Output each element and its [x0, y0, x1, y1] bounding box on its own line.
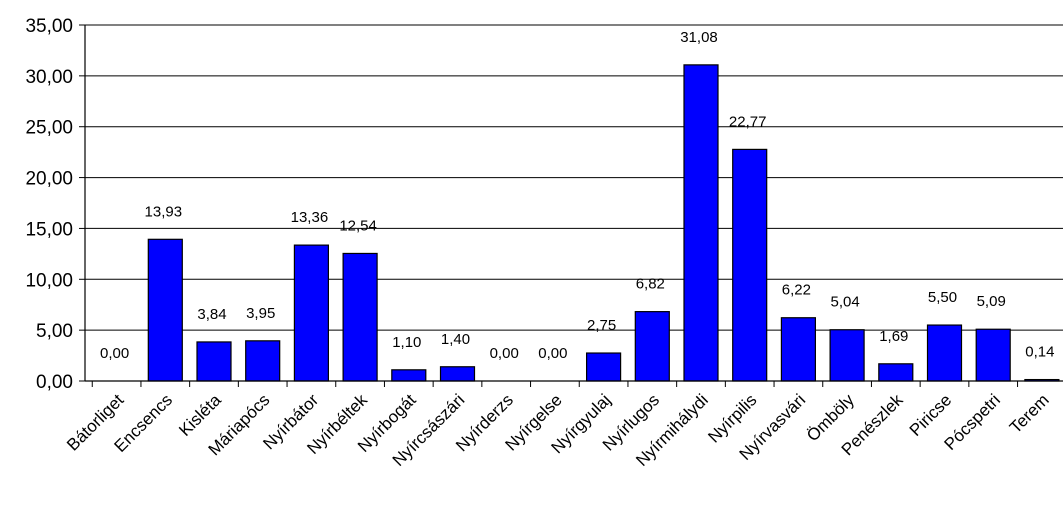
data-label: 1,69 — [879, 328, 908, 345]
bar — [732, 148, 768, 382]
bar — [878, 363, 914, 382]
bar — [975, 328, 1011, 382]
bar — [683, 64, 719, 382]
data-label: 0,00 — [100, 345, 129, 362]
data-label: 6,82 — [636, 276, 665, 293]
data-label: 31,08 — [680, 29, 718, 46]
bar — [829, 329, 865, 382]
category-label: Terem — [1006, 390, 1053, 437]
y-tick-label: 20,00 — [25, 169, 73, 190]
bar — [147, 238, 183, 382]
data-label: 22,77 — [729, 113, 767, 130]
data-labels: 0,00 13,93 3,84 3,95 13,36 12,54 1,10 1,40 0,00 0… — [100, 29, 1055, 362]
bar — [342, 252, 378, 382]
gridlines — [85, 24, 1063, 331]
y-tick-label: 5,00 — [36, 321, 73, 342]
data-label: 6,22 — [782, 282, 811, 299]
data-label: 1,10 — [392, 334, 421, 351]
bar — [245, 340, 281, 382]
y-tick-label: 10,00 — [25, 270, 73, 291]
data-label: 1,40 — [441, 331, 470, 348]
bar — [585, 352, 622, 382]
bar — [196, 341, 232, 382]
data-label: 3,95 — [246, 305, 275, 322]
y-tick-label: 35,00 — [25, 16, 73, 37]
bar — [293, 244, 329, 382]
y-axis-tick-labels: 0,00 5,00 10,00 15,00 20,00 25,00 30,00 35,00 — [25, 16, 73, 393]
data-label: 0,00 — [538, 345, 567, 362]
bar — [439, 366, 476, 382]
data-label: 13,93 — [145, 203, 183, 220]
data-label: 0,14 — [1025, 344, 1054, 361]
y-tick-label: 15,00 — [25, 219, 73, 240]
axes — [79, 24, 1063, 387]
data-label: 12,54 — [339, 217, 377, 234]
bar — [780, 317, 817, 382]
data-label: 13,36 — [291, 209, 329, 226]
data-label: 5,04 — [830, 294, 859, 311]
data-label: 0,00 — [490, 345, 519, 362]
y-tick-label: 30,00 — [25, 67, 73, 88]
y-tick-label: 25,00 — [25, 118, 73, 139]
bar — [926, 324, 963, 382]
bar — [391, 369, 427, 382]
data-label: 5,50 — [928, 289, 957, 306]
bar — [634, 311, 670, 382]
data-label: 5,09 — [977, 293, 1006, 310]
data-label: 2,75 — [587, 317, 616, 334]
y-tick-label: 0,00 — [36, 372, 73, 393]
bars — [147, 64, 1060, 382]
data-label: 3,84 — [197, 306, 226, 323]
